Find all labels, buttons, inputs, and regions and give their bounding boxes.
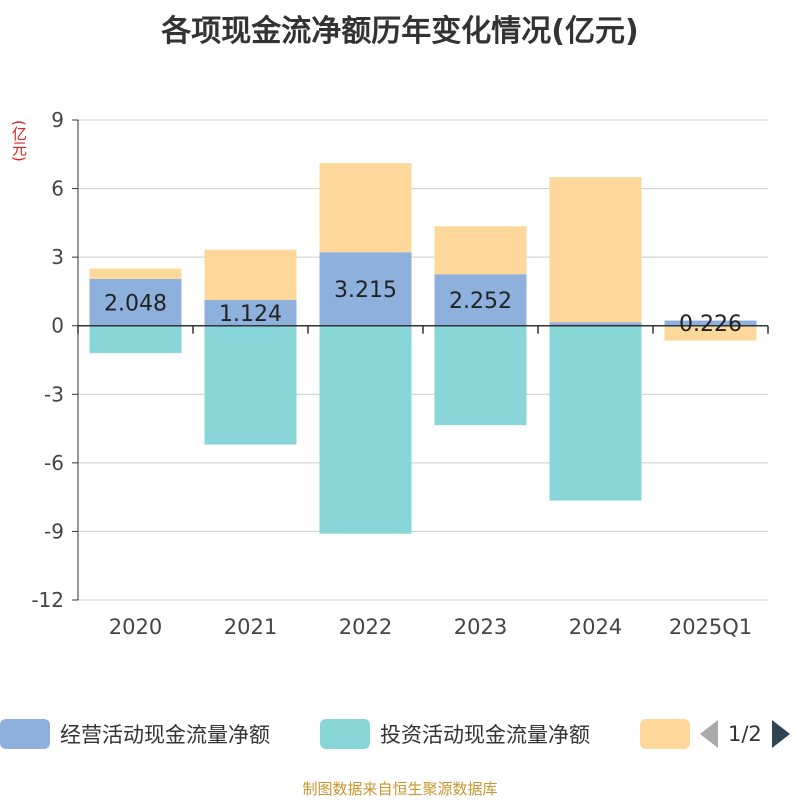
y-tick-label: 9 xyxy=(51,108,64,132)
y-tick-label: 0 xyxy=(51,314,64,338)
bar-third-2022 xyxy=(319,163,412,253)
x-category-label-2022: 2022 xyxy=(339,615,392,639)
legend-label-investing: 投资活动现金流量净额 xyxy=(380,723,590,747)
x-category-label-2025Q1: 2025Q1 xyxy=(669,615,752,639)
legend-label-operating: 经营活动现金流量净额 xyxy=(60,723,270,747)
bar-third-2024 xyxy=(549,177,642,323)
y-tick-label: 6 xyxy=(51,177,64,201)
legend: 经营活动现金流量净额 投资活动现金流量净额 1/2 xyxy=(0,716,800,756)
legend-swatch-operating xyxy=(0,719,50,749)
legend-page-indicator: 1/2 xyxy=(728,722,762,746)
bar-investing-2022 xyxy=(319,325,412,534)
legend-pager: 1/2 xyxy=(700,716,790,752)
bar-investing-2024 xyxy=(549,325,642,501)
y-tick-label: -12 xyxy=(31,588,64,612)
chart-title: 各项现金流净额历年变化情况(亿元) xyxy=(161,14,639,49)
legend-swatch-third xyxy=(640,719,690,749)
bar-operating-2020 xyxy=(89,278,182,326)
legend-item-investing[interactable]: 投资活动现金流量净额 xyxy=(320,716,590,752)
y-axis-unit-label: (亿元) xyxy=(10,120,28,162)
bar-investing-2020 xyxy=(89,325,182,354)
data-label-operating-2022: 3.215 xyxy=(334,278,397,303)
bar-third-2021 xyxy=(204,249,297,301)
stacked-bar-chart: 9 6 3 0 -3 -6 -9 -12 2.048 1.124 3.215 2.252 0.226 20… xyxy=(31,108,769,639)
bar-operating-2024 xyxy=(549,322,642,326)
bar-operating-2025Q1 xyxy=(664,320,757,326)
x-category-label-2021: 2021 xyxy=(224,615,277,639)
y-tick-label: -3 xyxy=(44,382,64,406)
legend-item-third[interactable] xyxy=(640,716,700,752)
bar-operating-2021 xyxy=(204,300,297,326)
legend-swatch-investing xyxy=(320,719,370,749)
bar-operating-2022 xyxy=(319,252,412,326)
x-category-label-2020: 2020 xyxy=(109,615,162,639)
bar-third-2020 xyxy=(89,268,182,279)
legend-item-operating[interactable]: 经营活动现金流量净额 xyxy=(0,716,270,752)
data-label-operating-2020: 2.048 xyxy=(104,291,167,316)
bar-third-2025Q1 xyxy=(664,326,757,341)
legend-prev-page-icon[interactable] xyxy=(700,720,718,748)
y-tick-label: -6 xyxy=(44,451,64,475)
y-tick-label: 3 xyxy=(51,245,64,269)
data-label-operating-2021: 1.124 xyxy=(219,302,282,327)
bar-investing-2021 xyxy=(204,325,297,445)
data-label-operating-2023: 2.252 xyxy=(449,289,512,314)
x-category-label-2023: 2023 xyxy=(454,615,507,639)
legend-next-page-icon[interactable] xyxy=(771,720,790,748)
bar-investing-2023 xyxy=(434,325,527,426)
bar-third-2023 xyxy=(434,226,527,275)
y-tick-label: -9 xyxy=(44,519,64,543)
data-label-operating-2025Q1: 0.226 xyxy=(679,312,742,337)
bar-operating-2023 xyxy=(434,274,527,326)
data-source-note: 制图数据来自恒生聚源数据库 xyxy=(302,780,498,798)
x-category-label-2024: 2024 xyxy=(569,615,622,639)
